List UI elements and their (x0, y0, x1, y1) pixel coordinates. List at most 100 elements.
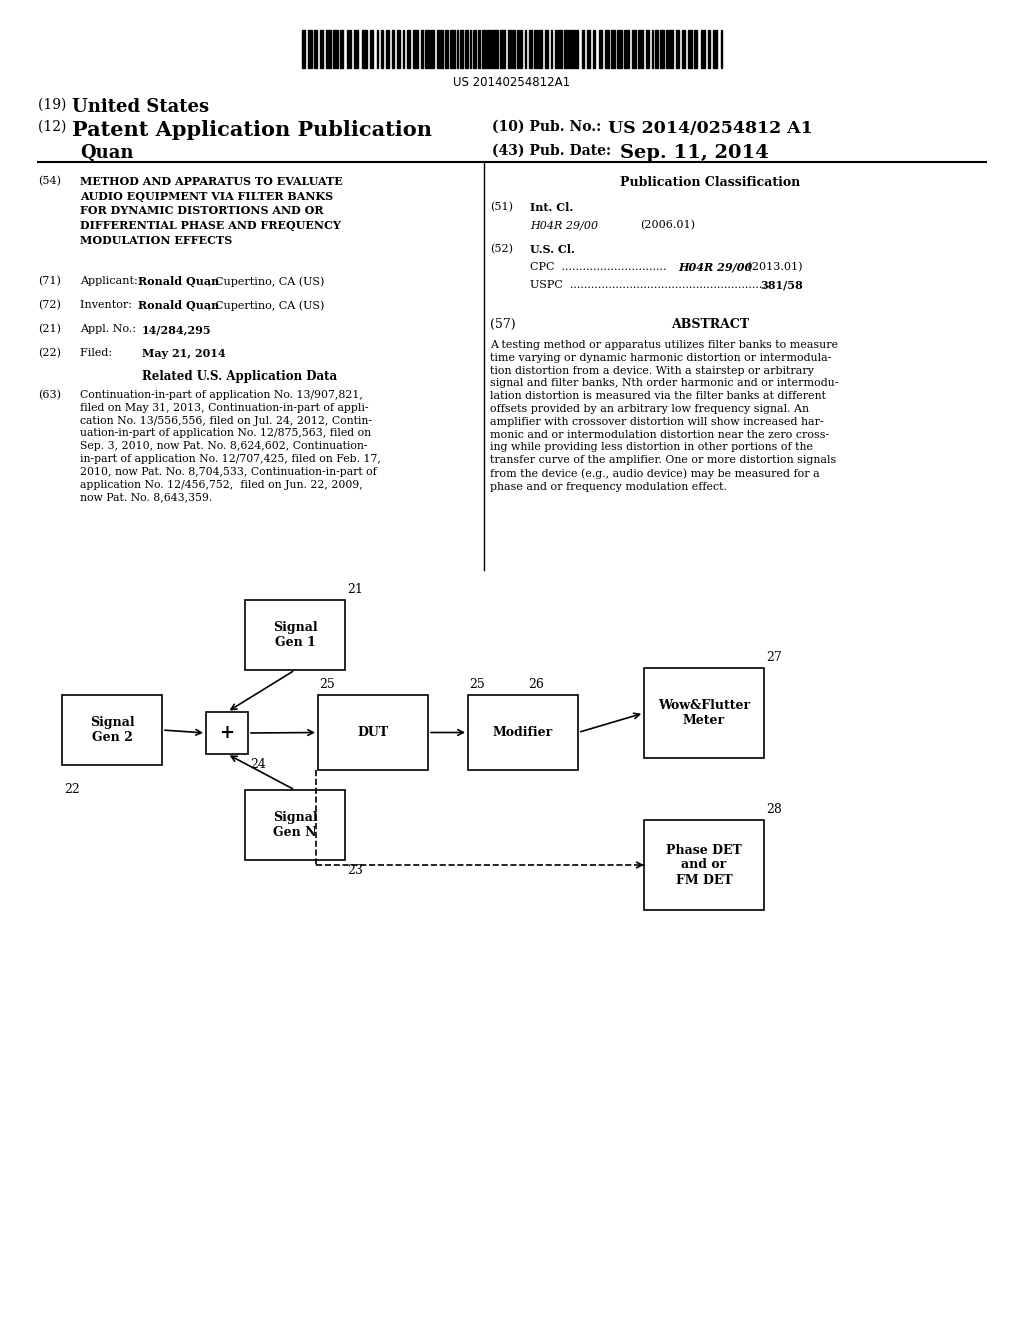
Bar (451, 30, 456, 69)
Bar (524, 30, 526, 69)
Bar (709, 30, 710, 69)
Bar (493, 30, 498, 69)
Bar (362, 30, 367, 69)
Text: Signal
Gen 2: Signal Gen 2 (90, 715, 134, 744)
Text: (12): (12) (38, 120, 71, 135)
Text: Filed:: Filed: (80, 348, 140, 358)
Bar (465, 30, 468, 69)
Text: H04R 29/00: H04R 29/00 (678, 261, 753, 273)
Bar (468, 696, 578, 770)
Bar (534, 30, 537, 69)
Text: Ronald Quan: Ronald Quan (138, 300, 219, 312)
Text: METHOD AND APPARATUS TO EVALUATE
AUDIO EQUIPMENT VIA FILTER BANKS
FOR DYNAMIC DI: METHOD AND APPARATUS TO EVALUATE AUDIO E… (80, 176, 343, 246)
Bar (381, 30, 383, 69)
Bar (688, 30, 692, 69)
Text: US 2014/0254812 A1: US 2014/0254812 A1 (608, 120, 813, 137)
Bar (444, 30, 447, 69)
Text: (57): (57) (490, 318, 516, 331)
Text: Int. Cl.: Int. Cl. (530, 202, 573, 213)
Bar (682, 30, 685, 69)
Text: (10) Pub. No.:: (10) Pub. No.: (492, 120, 601, 135)
Text: 22: 22 (63, 783, 80, 796)
Bar (670, 30, 673, 69)
Text: (2006.01): (2006.01) (640, 220, 695, 230)
Text: 28: 28 (766, 803, 782, 816)
Text: (43) Pub. Date:: (43) Pub. Date: (492, 144, 611, 158)
Text: May 21, 2014: May 21, 2014 (142, 348, 225, 359)
Text: H04R 29/00: H04R 29/00 (530, 220, 598, 230)
Text: 381/58: 381/58 (760, 280, 803, 290)
Text: DUT: DUT (357, 726, 388, 739)
Bar (386, 30, 389, 69)
Text: (52): (52) (490, 244, 513, 255)
Bar (654, 30, 658, 69)
Text: 24: 24 (250, 758, 266, 771)
Bar (318, 696, 428, 770)
Text: (63): (63) (38, 389, 61, 400)
Text: A testing method or apparatus utilizes filter banks to measure
time varying or d: A testing method or apparatus utilizes f… (490, 341, 839, 491)
Bar (347, 30, 348, 69)
Bar (605, 30, 609, 69)
Text: 21: 21 (347, 583, 362, 597)
Text: 23: 23 (347, 865, 362, 876)
Bar (327, 30, 332, 69)
Bar (478, 30, 479, 69)
Text: Wow&Flutter
Meter: Wow&Flutter Meter (658, 700, 750, 727)
Bar (421, 30, 423, 69)
Text: (72): (72) (38, 300, 60, 310)
Bar (440, 30, 442, 69)
Bar (555, 30, 557, 69)
Text: (21): (21) (38, 323, 61, 334)
Bar (397, 30, 400, 69)
Text: Appl. No.:: Appl. No.: (80, 323, 143, 334)
Bar (700, 30, 705, 69)
Bar (354, 30, 358, 69)
Bar (529, 30, 532, 69)
Bar (676, 30, 679, 69)
Text: (19): (19) (38, 98, 71, 112)
Text: (51): (51) (490, 202, 513, 213)
Bar (574, 30, 579, 69)
Bar (425, 30, 429, 69)
Bar (473, 30, 476, 69)
Bar (377, 30, 378, 69)
Bar (371, 30, 374, 69)
Bar (639, 30, 643, 69)
Bar (539, 30, 542, 69)
Bar (599, 30, 601, 69)
Bar (551, 30, 552, 69)
Bar (660, 30, 664, 69)
Text: , Cupertino, CA (US): , Cupertino, CA (US) (208, 276, 325, 286)
Text: Ronald Quan: Ronald Quan (138, 276, 219, 288)
Text: Signal
Gen N: Signal Gen N (272, 810, 317, 840)
Bar (334, 30, 338, 69)
Text: Publication Classification: Publication Classification (620, 176, 800, 189)
Text: Sep. 11, 2014: Sep. 11, 2014 (620, 144, 769, 162)
Bar (392, 30, 394, 69)
Text: Modifier: Modifier (493, 726, 553, 739)
Bar (513, 30, 515, 69)
Text: Signal
Gen 1: Signal Gen 1 (272, 620, 317, 649)
Bar (245, 789, 345, 861)
Bar (559, 30, 562, 69)
Bar (546, 30, 548, 69)
Text: 25: 25 (469, 678, 484, 690)
Bar (314, 30, 317, 69)
Bar (62, 696, 162, 766)
Bar (651, 30, 653, 69)
Bar (563, 30, 568, 69)
Bar (714, 30, 717, 69)
Bar (516, 30, 519, 69)
Bar (413, 30, 418, 69)
Bar (321, 30, 323, 69)
Bar (340, 30, 343, 69)
Text: (2013.01): (2013.01) (744, 261, 803, 272)
Bar (350, 30, 351, 69)
Text: (54): (54) (38, 176, 61, 186)
Bar (625, 30, 629, 69)
Bar (402, 30, 403, 69)
Text: Patent Application Publication: Patent Application Publication (72, 120, 432, 140)
Bar (644, 668, 764, 758)
Text: Phase DET
and or
FM DET: Phase DET and or FM DET (667, 843, 741, 887)
Text: United States: United States (72, 98, 209, 116)
